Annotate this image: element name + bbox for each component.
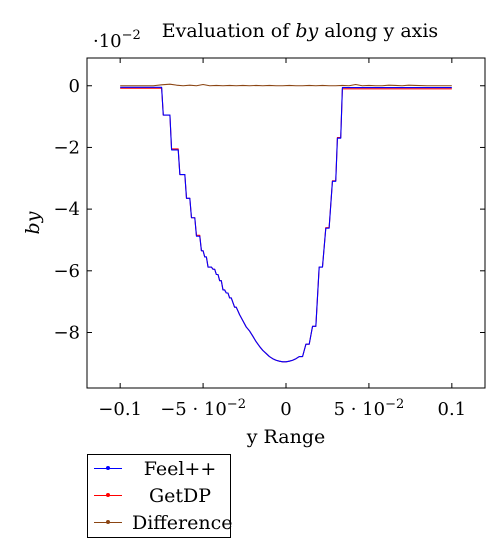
legend: Feel++ GetDP Difference — [87, 454, 233, 538]
series-line-feel — [120, 86, 452, 363]
x-tick-label: −0.1 — [98, 399, 142, 420]
axes: −0.1 −5 · 10−2 0 5 · 10−2 0.1 0 −2 −4 −6 −8 — [53, 58, 485, 420]
series-line-getdp — [120, 87, 452, 363]
chart-title: Evaluation of by along y axis — [162, 20, 438, 42]
x-tick-label: 0.1 — [438, 399, 467, 420]
legend-label-feelpp: Feel++ — [143, 458, 217, 480]
y-tick-label: −8 — [53, 322, 80, 343]
y-tick-label: −2 — [53, 137, 80, 158]
legend-marker-feelpp — [106, 466, 110, 470]
legend-item-getdp: GetDP — [88, 484, 232, 508]
legend-item-feelpp: Feel++ — [88, 457, 232, 481]
y-axis-label: by — [22, 211, 44, 234]
y-tick-label: −4 — [53, 199, 80, 220]
x-tick-label: 5 · 10−2 — [334, 397, 405, 420]
legend-marker-getdp — [106, 493, 110, 497]
series-line-difference — [120, 83, 452, 87]
legend-marker-difference — [106, 520, 110, 524]
y-tick-label: 0 — [69, 76, 80, 97]
plot-frame — [86, 57, 486, 389]
y-tick-label: −6 — [53, 261, 80, 282]
legend-item-difference: Difference — [88, 511, 233, 535]
series-layer — [120, 83, 452, 363]
y-scale-label: ·10−2 — [93, 28, 141, 52]
x-tick-label: −5 · 10−2 — [160, 397, 246, 420]
legend-label-difference: Difference — [132, 512, 233, 534]
legend-label-getdp: GetDP — [148, 485, 212, 507]
x-tick-label: 0 — [280, 399, 291, 420]
x-axis-label: y Range — [246, 426, 326, 448]
